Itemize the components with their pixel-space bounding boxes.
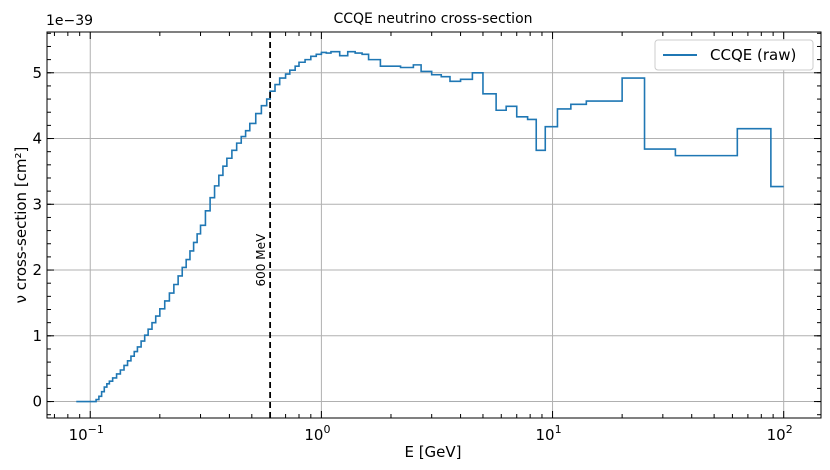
- y-tick-label: 2: [32, 261, 42, 279]
- grid-layer: [47, 32, 821, 418]
- legend-box: [654, 39, 814, 71]
- plot-frame: [46, 31, 822, 419]
- y-tick-label: 0: [32, 393, 42, 411]
- annotation-layer: 600 MeV: [254, 32, 272, 418]
- series-layer: [76, 50, 784, 403]
- legend: CCQE (raw): [654, 39, 814, 71]
- legend-label: CCQE (raw): [710, 46, 796, 64]
- x-tick-label: 10−1: [69, 423, 104, 444]
- y-tick-label: 3: [32, 195, 42, 213]
- y-tick-label: 1: [32, 327, 42, 345]
- x-tick-label: 102: [767, 423, 793, 444]
- x-tick-label: 101: [536, 423, 562, 444]
- tick-label-layer: 10−1 100 101 102 0 1 2 3 4 5: [32, 64, 792, 444]
- y-tick-label: 4: [32, 130, 42, 148]
- offset-label: 1e−39: [46, 13, 93, 29]
- tick-layer: [47, 32, 821, 418]
- x-tick-label: 100: [304, 423, 330, 444]
- vline-label: 600 MeV: [254, 233, 268, 286]
- y-tick-label: 5: [32, 64, 42, 82]
- y-axis-label: ν cross-section [cm²]: [12, 147, 30, 304]
- chart-title: CCQE neutrino cross-section: [333, 11, 532, 27]
- series-line-ccqe-raw: [76, 50, 784, 403]
- x-axis-label: E [GeV]: [404, 443, 461, 461]
